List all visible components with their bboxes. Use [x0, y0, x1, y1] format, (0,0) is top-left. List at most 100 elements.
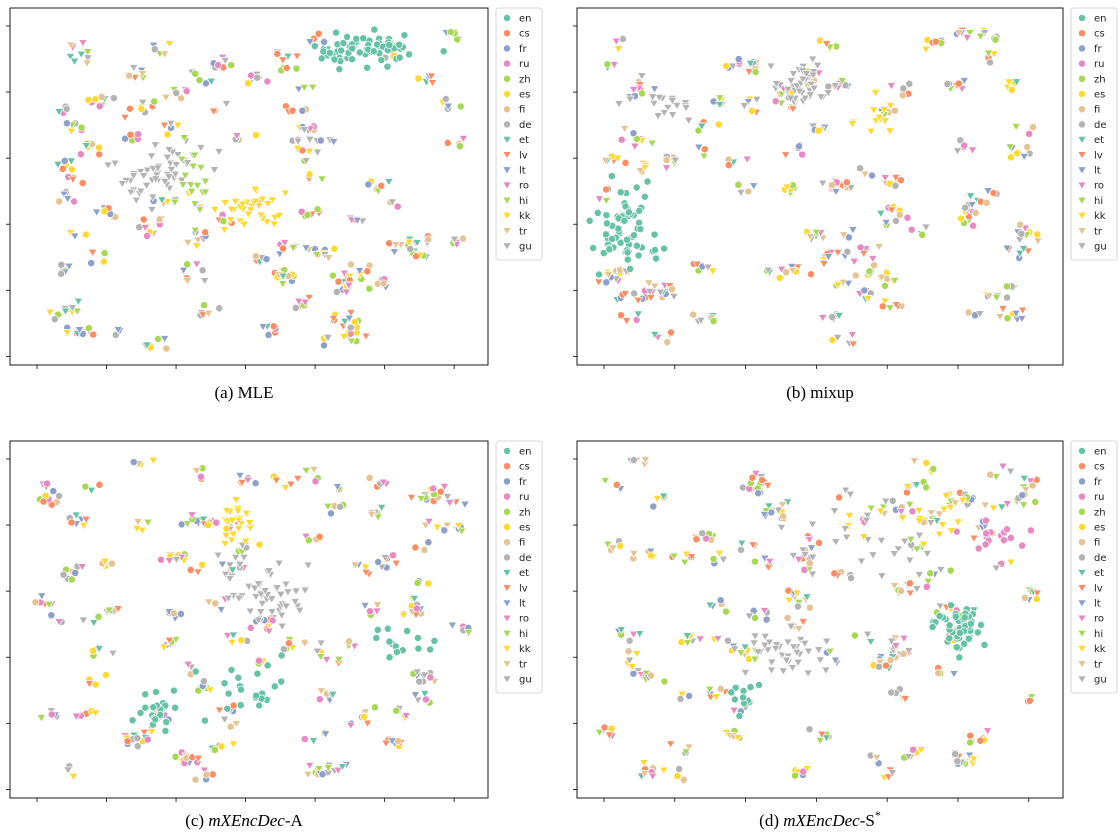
point-et	[73, 297, 84, 306]
point-zh	[791, 771, 800, 780]
point-ru	[798, 150, 807, 159]
point-et	[634, 630, 645, 639]
point-kk	[879, 106, 889, 115]
point-es	[163, 130, 172, 139]
legend-marker-ro	[502, 614, 512, 623]
point-kk	[68, 773, 79, 782]
point-en	[234, 673, 243, 682]
point-gu	[303, 561, 313, 570]
point-gu	[805, 91, 816, 100]
point-zh	[370, 703, 379, 712]
point-gu	[821, 637, 832, 646]
point-zh	[84, 324, 93, 333]
point-hi	[178, 181, 188, 190]
point-en	[634, 251, 643, 260]
point-gu	[253, 616, 264, 625]
point-en	[620, 216, 629, 225]
point-gu	[274, 559, 284, 568]
point-ro	[458, 135, 469, 144]
point-fi	[424, 235, 433, 244]
legend-marker-lt	[1077, 166, 1087, 175]
point-gu	[729, 645, 740, 654]
point-de	[133, 734, 142, 743]
point-fi	[1028, 481, 1037, 490]
point-tr	[203, 309, 214, 319]
point-es	[67, 165, 76, 174]
point-gu	[117, 180, 128, 189]
point-lt	[235, 472, 245, 481]
point-et	[54, 108, 64, 117]
point-zh	[191, 69, 200, 78]
point-et	[1018, 245, 1029, 254]
point-en	[652, 254, 660, 263]
point-gu	[659, 109, 670, 118]
point-kk	[221, 532, 231, 541]
point-gu	[840, 525, 851, 534]
point-gu	[234, 594, 244, 603]
point-lv	[633, 296, 644, 306]
point-en	[623, 248, 632, 257]
point-ro	[891, 642, 901, 651]
point-lt	[693, 143, 704, 152]
point-en	[946, 601, 955, 610]
point-cs	[288, 106, 297, 115]
point-gu	[751, 95, 762, 105]
point-en	[337, 46, 346, 55]
point-gu	[614, 100, 624, 109]
point-ro	[232, 132, 242, 141]
point-fi	[345, 637, 353, 646]
point-hi	[182, 520, 193, 529]
point-en	[136, 708, 145, 717]
point-kk	[847, 120, 858, 129]
point-fi	[934, 669, 943, 678]
point-en	[149, 703, 158, 712]
point-en	[928, 623, 937, 632]
point-en	[236, 701, 245, 710]
point-lv	[744, 68, 754, 77]
point-ru	[268, 616, 277, 625]
point-fi	[982, 198, 991, 207]
legend-label-ro: ro	[519, 181, 529, 192]
point-de	[824, 82, 833, 91]
point-gu	[696, 316, 706, 326]
point-zh	[292, 64, 301, 73]
point-lt	[344, 314, 355, 323]
panel-caption: (d) mXEncDec-S*	[759, 808, 881, 830]
point-kk	[875, 507, 886, 516]
point-zh	[195, 76, 204, 85]
legend-label-lv: lv	[519, 150, 528, 161]
point-lv	[81, 515, 91, 525]
point-hi	[594, 728, 605, 738]
point-cs	[954, 79, 963, 88]
point-tr	[366, 510, 377, 520]
point-tr	[1020, 486, 1031, 495]
point-et	[764, 502, 774, 511]
point-tr	[159, 50, 170, 59]
point-en	[945, 621, 954, 630]
point-zh	[365, 284, 374, 293]
point-tr	[628, 550, 639, 559]
legend-label-ru: ru	[1094, 59, 1104, 70]
point-de	[133, 742, 142, 751]
point-ru	[1018, 541, 1027, 550]
point-kk	[921, 45, 931, 54]
point-gu	[794, 87, 805, 96]
point-ru	[366, 607, 374, 616]
point-zh	[150, 97, 159, 106]
point-gu	[649, 99, 659, 109]
point-et	[802, 593, 812, 602]
point-lt	[328, 138, 339, 147]
point-ro	[300, 298, 311, 307]
point-et	[420, 690, 430, 699]
legend-label-lt: lt	[1094, 599, 1101, 610]
point-gu	[655, 288, 666, 297]
point-zh	[722, 607, 730, 616]
point-tr	[875, 658, 885, 667]
point-cs	[905, 579, 914, 588]
point-en	[414, 644, 423, 653]
legend-label-en: en	[519, 14, 532, 25]
point-lv	[788, 105, 798, 114]
point-kk	[220, 540, 230, 549]
legend-marker-zh	[1078, 74, 1086, 83]
point-fr	[685, 692, 694, 700]
